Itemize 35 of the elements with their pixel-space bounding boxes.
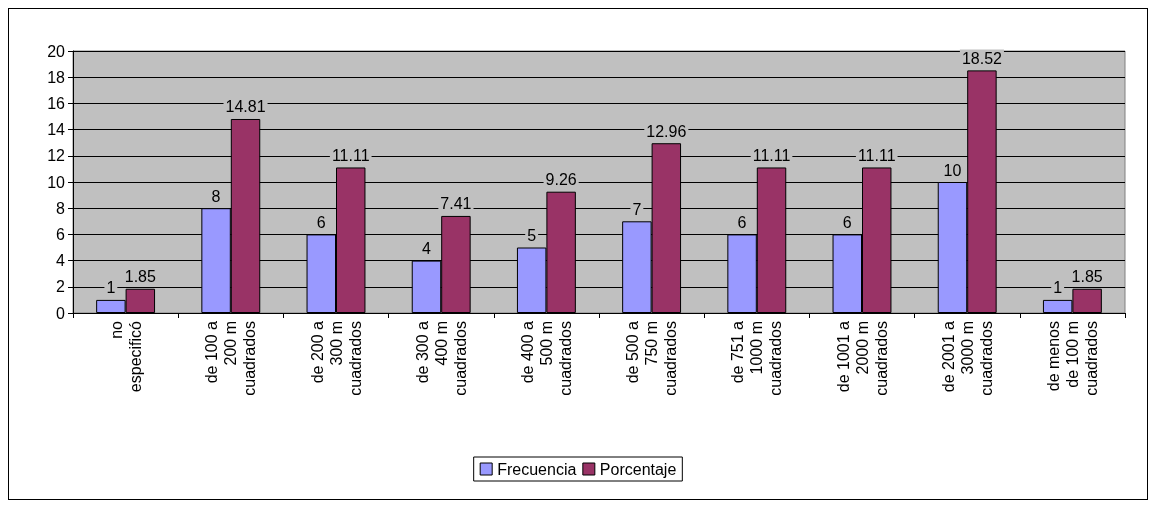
data-label: 11.11 (331, 146, 370, 164)
y-tick-label: 6 (56, 225, 66, 243)
data-label: 11.11 (752, 146, 791, 164)
y-tick-label: 2 (56, 278, 66, 296)
legend-label: Porcentaje (599, 460, 677, 478)
data-label: 6 (316, 213, 326, 231)
data-label: 6 (842, 213, 852, 231)
data-label: 8 (211, 187, 221, 205)
data-label: 10 (943, 161, 962, 179)
y-tick-label: 12 (47, 147, 66, 165)
y-tick-label: 10 (47, 173, 66, 191)
data-label: 7.41 (440, 195, 472, 213)
data-label: 11.11 (857, 146, 896, 164)
y-tick-label: 8 (56, 199, 66, 217)
data-label: 9.26 (545, 171, 577, 189)
data-label: 1.85 (1071, 268, 1103, 286)
data-label: 1.85 (124, 268, 156, 286)
y-tick-label: 4 (56, 252, 66, 270)
data-label: 4 (422, 240, 432, 258)
data-label: 1 (1053, 279, 1063, 297)
y-tick-label: 0 (56, 304, 66, 322)
data-label: 12.96 (646, 122, 687, 140)
data-label: 6 (737, 213, 747, 231)
data-label: 14.81 (225, 98, 266, 116)
y-tick-label: 18 (47, 68, 66, 86)
x-tick-label: no especificó (107, 320, 144, 393)
legend-label: Frecuencia (497, 460, 577, 478)
data-label: 18.52 (961, 49, 1003, 67)
y-tick-label: 14 (47, 121, 66, 139)
data-label: 5 (527, 227, 537, 244)
data-label: 1 (106, 279, 116, 297)
y-tick-label: 20 (47, 42, 66, 60)
x-tick-label: de 100 a 200 m cuadrados (203, 320, 259, 396)
data-label: 7 (632, 200, 642, 218)
y-tick-label: 16 (47, 94, 66, 112)
